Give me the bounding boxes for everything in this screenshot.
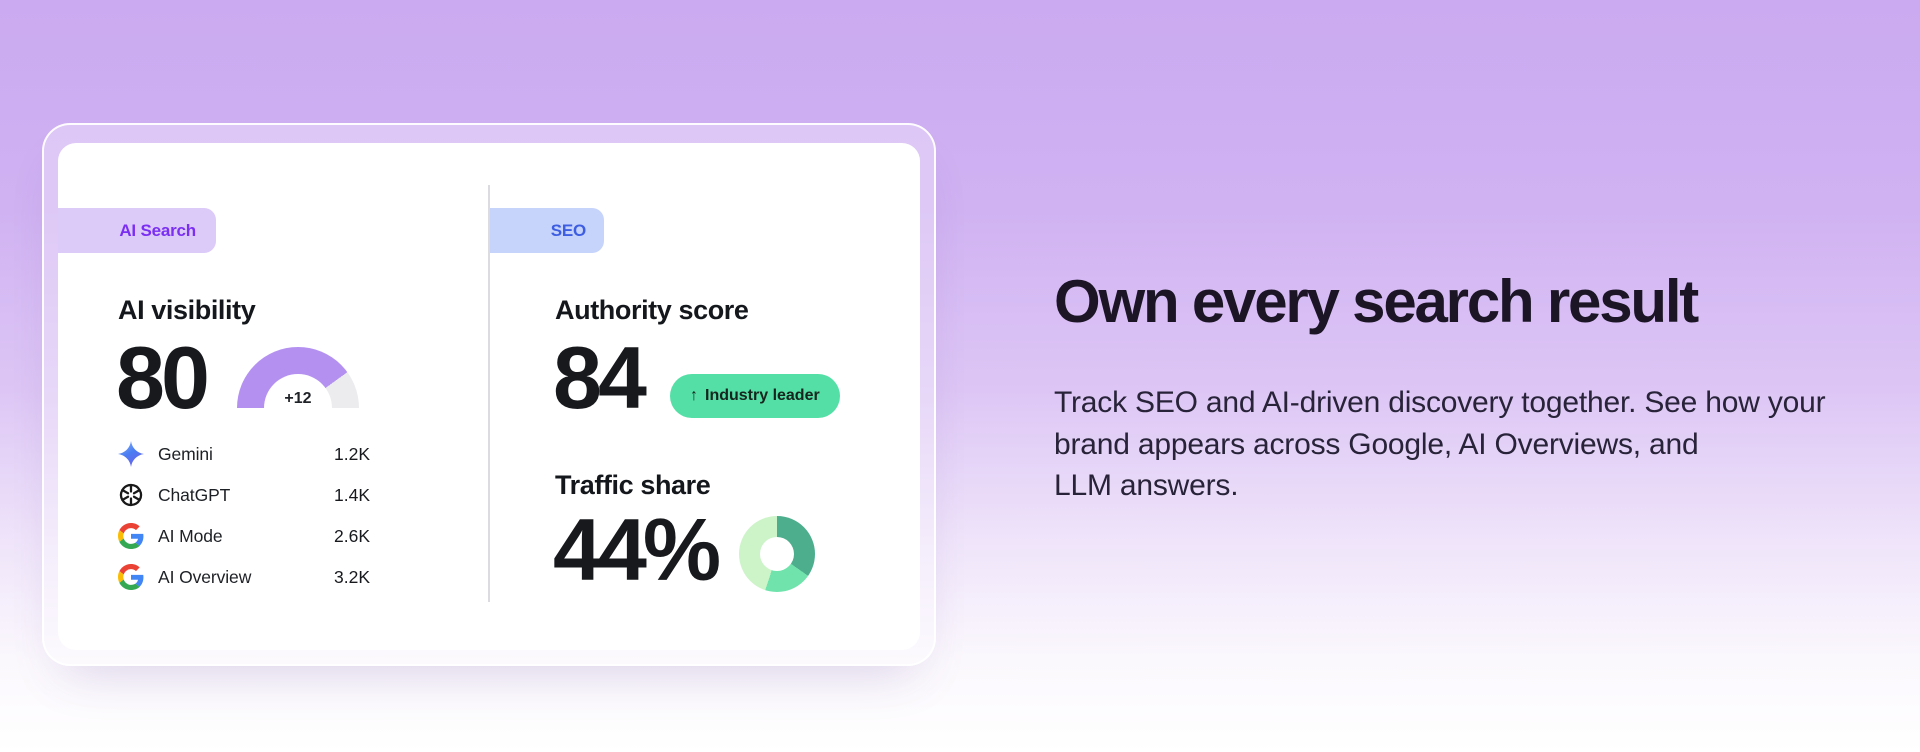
provider-label: ChatGPT	[158, 484, 231, 505]
ai-visibility-title: AI visibility	[118, 295, 256, 325]
ai-search-badge: AI Search	[58, 208, 216, 253]
provider-row-chatgpt: ChatGPT 1.4K	[118, 482, 370, 508]
provider-label: AI Overview	[158, 566, 252, 587]
hero-description-line: Track SEO and AI-driven discovery togeth…	[1054, 386, 1826, 419]
provider-row-ai-mode: AI Mode 2.6K	[118, 523, 370, 549]
traffic-share-donut-hole	[760, 537, 794, 571]
industry-leader-label: Industry leader	[705, 387, 820, 404]
hero-description-line: brand appears across Google, AI Overview…	[1054, 427, 1699, 461]
seo-badge: SEO	[490, 208, 604, 253]
traffic-share-title: Traffic share	[555, 470, 711, 500]
ai-visibility-score: 80	[116, 328, 210, 427]
provider-row-ai-overview: AI Overview 3.2K	[118, 564, 370, 590]
hero-title: Own every search result	[1054, 268, 1699, 335]
google-icon	[118, 523, 144, 549]
provider-value: 1.4K	[334, 484, 370, 505]
ai-visibility-gauge: +12	[237, 347, 359, 408]
provider-label: AI Mode	[158, 525, 223, 546]
provider-value: 1.2K	[334, 443, 370, 464]
dashboard-card-frame: AI Search AI visibility 80 +12	[42, 123, 936, 666]
chatgpt-icon	[118, 482, 144, 508]
google-icon	[118, 564, 144, 590]
traffic-share-donut	[739, 516, 815, 592]
authority-score-title: Authority score	[555, 295, 749, 325]
dashboard-card: AI Search AI visibility 80 +12	[58, 143, 920, 650]
hero-description-line: LLM answers.	[1054, 469, 1239, 502]
provider-row-gemini: Gemini 1.2K	[118, 441, 370, 467]
arrow-up-icon: ↑	[690, 387, 698, 404]
provider-label: Gemini	[158, 443, 213, 464]
industry-leader-badge: ↑ Industry leader	[670, 374, 840, 418]
gemini-icon	[118, 441, 144, 467]
ai-visibility-delta: +12	[284, 390, 312, 407]
hero-description: Track SEO and AI-driven discovery togeth…	[1054, 382, 1826, 507]
provider-list: Gemini 1.2K	[118, 441, 370, 605]
authority-score-value: 84	[553, 328, 647, 427]
traffic-share-value: 44%	[553, 500, 721, 599]
provider-value: 3.2K	[334, 566, 370, 587]
provider-value: 2.6K	[334, 525, 370, 546]
panel-divider	[488, 185, 490, 602]
